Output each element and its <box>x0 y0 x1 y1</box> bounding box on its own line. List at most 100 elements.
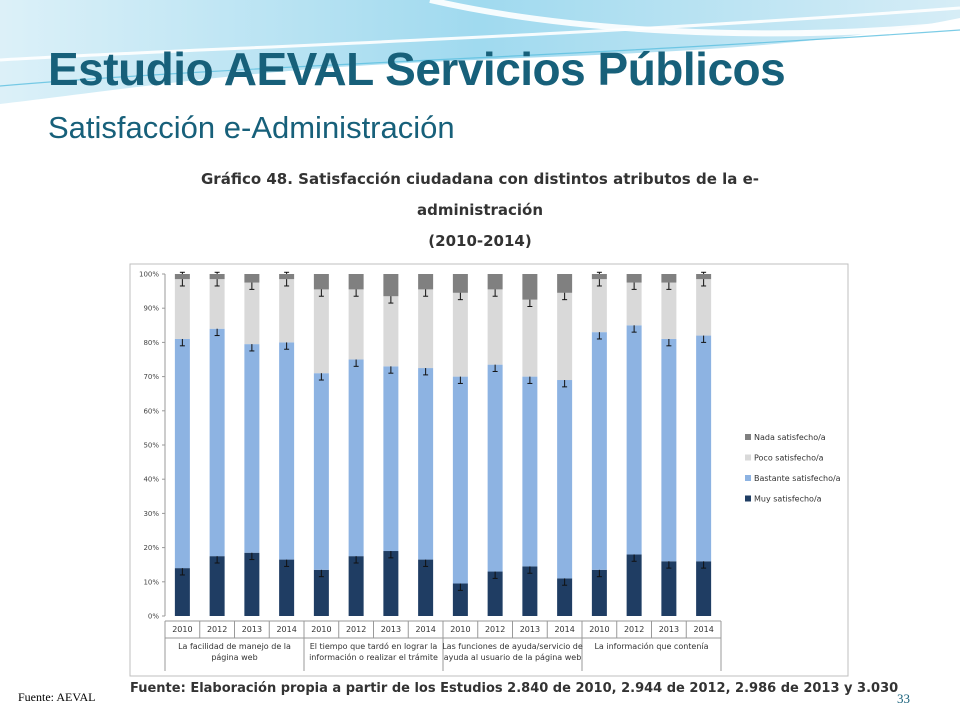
bar-segment <box>418 289 434 369</box>
legend-label: Muy satisfecho/a <box>754 495 822 504</box>
y-tick-label: 90% <box>143 305 159 313</box>
x-tick-label: 2014 <box>693 625 713 634</box>
x-tick-label: 2013 <box>242 625 262 634</box>
bar-segment <box>209 274 225 280</box>
bar-segment <box>452 583 468 616</box>
bar-segment <box>696 279 712 336</box>
slide-title: Estudio AEVAL Servicios Públicos <box>48 43 786 95</box>
bar-segment <box>626 282 642 326</box>
bar-segment <box>418 559 434 616</box>
bar-segment <box>348 359 364 557</box>
bar-segment <box>591 279 607 333</box>
group-label: Las funciones de ayuda/servicio de <box>442 642 583 651</box>
bar-segment <box>209 556 225 616</box>
bar-segment <box>522 566 538 616</box>
bar-segment <box>209 279 225 329</box>
x-tick-label: 2013 <box>520 625 540 634</box>
x-tick-label: 2012 <box>346 625 366 634</box>
figure-title-line-2: administración <box>416 201 544 219</box>
y-tick-label: 20% <box>143 544 159 552</box>
figure-title-line-1: Gráfico 48. Satisfacción ciudadana con d… <box>201 170 759 188</box>
legend-label: Nada satisfecho/a <box>754 433 826 442</box>
bar-segment <box>383 551 399 616</box>
x-tick-label: 2012 <box>624 625 644 634</box>
group-label: La información que contenía <box>594 641 708 651</box>
slide-subtitle: Satisfacción e-Administración <box>48 110 455 145</box>
x-tick-label: 2014 <box>276 625 296 634</box>
bar-segment <box>244 344 260 553</box>
bar-segment <box>174 279 190 339</box>
y-tick-label: 70% <box>143 373 159 381</box>
bar-segment <box>348 289 364 360</box>
bar-segment <box>661 274 677 283</box>
y-tick-label: 30% <box>143 510 159 518</box>
bar-segment <box>696 335 712 562</box>
bar-segment <box>557 292 573 381</box>
bar-segment <box>452 376 468 584</box>
bar-segment <box>279 559 295 616</box>
y-tick-label: 80% <box>143 339 159 347</box>
bar-segment <box>313 373 329 570</box>
bar-segment <box>244 274 260 283</box>
source-note: Fuente: AEVAL <box>18 690 96 704</box>
x-tick-label: 2014 <box>415 625 435 634</box>
bar-segment <box>522 376 538 567</box>
bar-segment <box>418 368 434 560</box>
bar-segment <box>418 274 434 290</box>
bar-segment <box>696 561 712 616</box>
bar-segment <box>174 338 190 569</box>
bar-segment <box>487 571 503 616</box>
x-tick-label: 2014 <box>554 625 574 634</box>
group-label: El tiempo que tardó en lograr la <box>310 641 438 651</box>
bar-segment <box>591 332 607 570</box>
x-tick-label: 2010 <box>589 625 609 634</box>
bar-segment <box>313 569 329 616</box>
bar-segment <box>626 325 642 555</box>
x-tick-label: 2010 <box>172 625 192 634</box>
bar-segment <box>244 552 260 616</box>
bar-segment <box>348 556 364 616</box>
bar-segment <box>452 292 468 377</box>
bar-segment <box>383 274 399 297</box>
bar-segment <box>557 380 573 579</box>
bar-segment <box>626 554 642 616</box>
x-tick-label: 2013 <box>659 625 679 634</box>
bar-segment <box>348 274 364 290</box>
x-tick-label: 2010 <box>450 625 470 634</box>
bar-segment <box>279 342 295 560</box>
bar-segment <box>661 282 677 339</box>
bar-segment <box>174 274 190 280</box>
figure-caption: Fuente: Elaboración propia a partir de l… <box>130 681 899 696</box>
y-tick-label: 60% <box>143 407 159 415</box>
bar-segment <box>696 274 712 280</box>
legend-label: Bastante satisfecho/a <box>754 474 841 483</box>
legend-swatch <box>745 454 751 461</box>
bar-segment <box>279 279 295 343</box>
legend-swatch <box>745 475 751 481</box>
legend-swatch <box>745 495 751 502</box>
y-tick-label: 0% <box>148 613 159 621</box>
bar-segment <box>661 338 677 562</box>
group-label: información o realizar el trámite <box>309 652 438 662</box>
bar-segment <box>557 578 573 616</box>
bar-segment <box>522 274 538 300</box>
bar-segment <box>383 296 399 367</box>
figure-title-line-3: (2010-2014) <box>428 232 532 250</box>
bar-segment <box>209 328 225 557</box>
group-label: ayuda al usuario de la página web <box>444 653 582 662</box>
y-tick-label: 50% <box>143 442 159 450</box>
x-tick-label: 2010 <box>311 625 331 634</box>
bar-segment <box>591 274 607 280</box>
figure-title: Gráfico 48. Satisfacción ciudadana con d… <box>150 164 810 257</box>
bar-segment <box>452 274 468 293</box>
bar-segment <box>557 274 573 293</box>
bar-segment <box>487 289 503 365</box>
bar-segment <box>626 274 642 283</box>
group-label: página web <box>211 653 257 662</box>
bar-segment <box>487 364 503 572</box>
bar-segment <box>661 561 677 616</box>
y-tick-label: 100% <box>139 271 159 279</box>
bar-segment <box>313 274 329 290</box>
bar-segment <box>279 274 295 280</box>
